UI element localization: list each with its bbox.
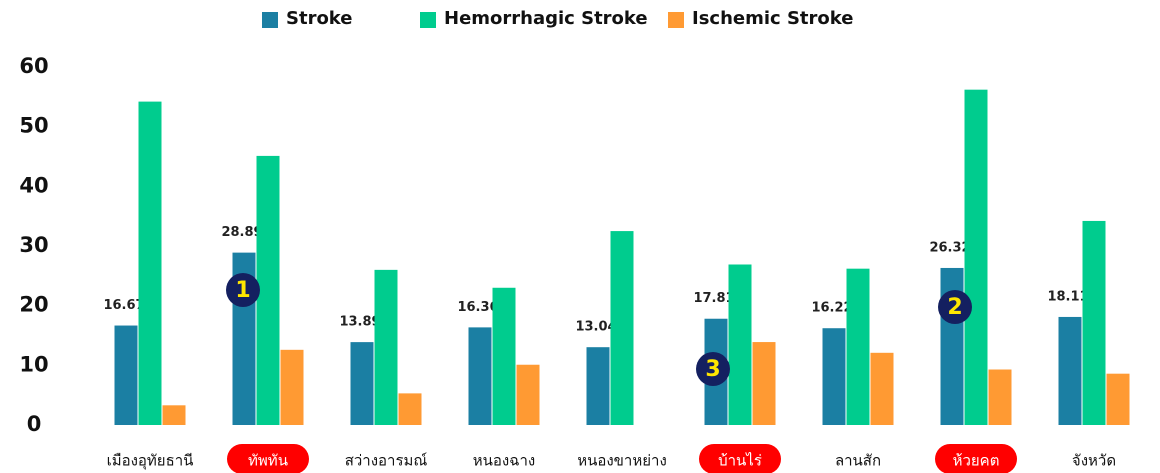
value-label: 16.22	[811, 301, 852, 316]
value-label: 18.11	[1047, 289, 1088, 304]
x-tick-label: หนองขาหย่าง	[577, 452, 667, 470]
value-label: 28.89	[221, 225, 262, 240]
x-tick-label: ลานสัก	[835, 452, 881, 470]
legend-label: Hemorrhagic Stroke	[444, 8, 648, 29]
bar	[1082, 220, 1106, 425]
x-tick-label: ห้วยคต	[953, 452, 1000, 470]
legend-label: Stroke	[286, 8, 353, 29]
y-tick-label: 20	[19, 293, 48, 317]
bar	[256, 155, 280, 426]
bar	[162, 405, 186, 425]
bar	[586, 347, 610, 425]
category-highlight	[699, 444, 781, 473]
bar	[516, 364, 540, 425]
bar	[138, 101, 162, 426]
y-tick-label: 10	[19, 352, 48, 376]
bar	[822, 328, 846, 425]
legend-swatch	[668, 12, 684, 28]
bar	[280, 349, 304, 425]
annotation-text: 2	[947, 295, 962, 320]
x-tick-label: ทัพทัน	[248, 452, 288, 470]
y-tick-label: 0	[27, 412, 42, 436]
legend-swatch	[262, 12, 278, 28]
x-tick-label: หนองฉาง	[473, 452, 535, 470]
annotation-badge	[696, 352, 730, 386]
bar	[870, 352, 894, 425]
bar	[398, 393, 422, 425]
annotation-text: 3	[705, 357, 720, 382]
bar	[610, 231, 634, 425]
value-label: 17.81	[693, 291, 734, 306]
bar	[468, 327, 492, 425]
category-highlight	[935, 444, 1017, 473]
x-tick-label: เมืองอุทัยธานี	[107, 452, 194, 471]
value-label: 16.36	[457, 300, 498, 315]
legend-label: Ischemic Stroke	[692, 8, 853, 29]
bar	[846, 268, 870, 425]
annotation-badge	[938, 290, 972, 324]
bar	[350, 342, 374, 425]
value-label: 13.89	[339, 315, 380, 330]
x-tick-label: จังหวัด	[1072, 452, 1116, 470]
y-tick-label: 40	[19, 173, 48, 197]
y-tick-label: 30	[19, 233, 48, 257]
bar	[964, 89, 988, 425]
bar	[988, 369, 1012, 425]
category-highlight	[227, 444, 309, 473]
legend-swatch	[420, 12, 436, 28]
bar	[1058, 316, 1082, 425]
bar	[1106, 373, 1130, 425]
annotation-text: 1	[235, 278, 250, 303]
value-label: 16.67	[103, 298, 144, 313]
annotation-badge	[226, 273, 260, 307]
x-tick-label: บ้านไร่	[718, 452, 762, 470]
bar	[492, 287, 516, 425]
bar	[114, 325, 138, 425]
value-label: 13.04	[575, 320, 616, 335]
bar	[728, 264, 752, 425]
bar	[374, 269, 398, 425]
y-tick-label: 50	[19, 114, 48, 138]
x-tick-label: สว่างอารมณ์	[345, 452, 428, 470]
bar	[752, 342, 776, 425]
y-tick-label: 60	[19, 54, 48, 78]
value-label: 26.32	[929, 240, 970, 255]
